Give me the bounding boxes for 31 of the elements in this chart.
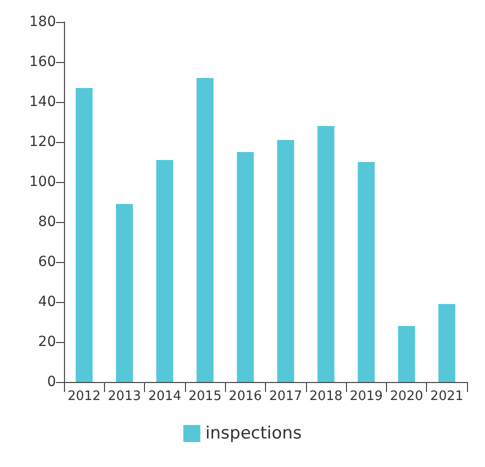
- legend-label: inspections: [205, 424, 302, 444]
- x-tick-label: 2017: [269, 389, 302, 404]
- y-tick-label: 20: [38, 334, 56, 350]
- x-tick-label: 2018: [309, 389, 342, 404]
- x-tick-label: 2012: [68, 389, 101, 404]
- y-tick-label: 140: [29, 94, 56, 110]
- y-tick-label: 80: [38, 214, 56, 230]
- bar: [76, 88, 93, 382]
- x-tick-label: 2020: [390, 389, 424, 404]
- y-tick-label: 180: [29, 14, 56, 30]
- y-tick-label: 60: [38, 254, 56, 270]
- y-tick-label: 160: [29, 54, 56, 70]
- bar: [438, 304, 456, 382]
- bar: [398, 326, 416, 382]
- y-tick-label: 40: [38, 294, 56, 310]
- x-tick-label: 2014: [148, 389, 182, 404]
- bar: [116, 204, 133, 382]
- bar: [156, 160, 174, 382]
- bar: [196, 78, 214, 382]
- y-tick-label: 120: [29, 134, 56, 150]
- x-tick-label: 2019: [350, 389, 383, 404]
- bar: [317, 126, 334, 382]
- x-tick-label: 2015: [188, 389, 222, 404]
- y-tick-label: 0: [47, 374, 56, 390]
- x-tick-label: 2021: [430, 389, 464, 404]
- y-tick-label: 100: [29, 174, 56, 190]
- bar: [236, 152, 254, 382]
- x-tick-label: 2013: [108, 389, 141, 404]
- bar: [277, 140, 294, 382]
- bar: [358, 162, 375, 382]
- x-tick-label: 2016: [228, 389, 262, 404]
